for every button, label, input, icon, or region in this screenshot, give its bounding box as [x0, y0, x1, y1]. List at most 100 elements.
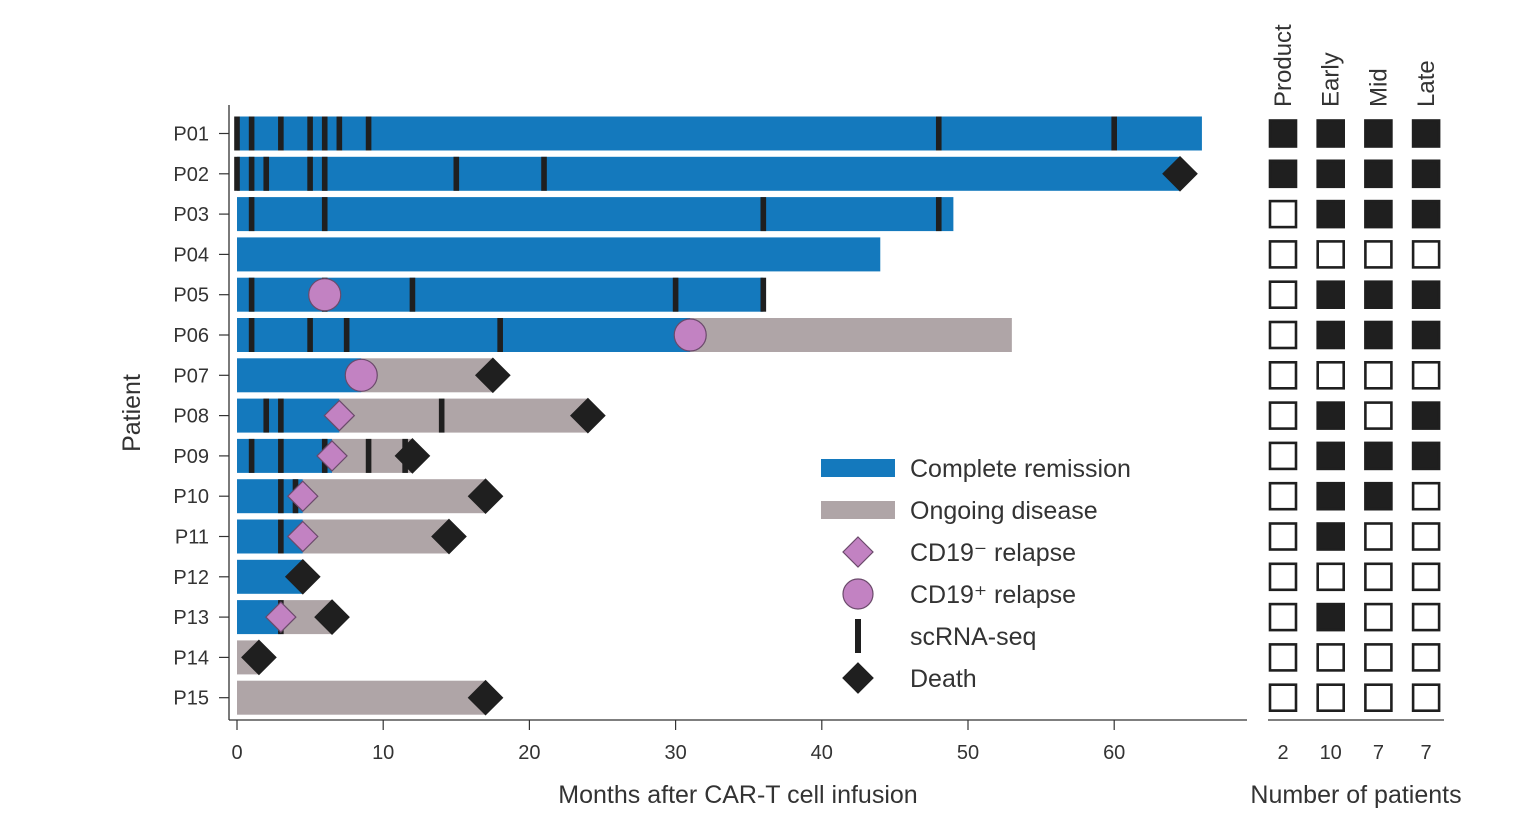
y-tick-label: P14	[173, 647, 209, 669]
scrnaseq-marker	[336, 116, 343, 151]
sample-cell	[1411, 280, 1441, 310]
sample-cell	[1364, 441, 1393, 471]
sample-cell	[1411, 199, 1441, 229]
sample-cell	[1364, 602, 1393, 632]
sample-cell	[1364, 240, 1393, 269]
patient-row-P15	[237, 679, 504, 716]
sample-cell	[1268, 360, 1298, 390]
x-axis-title: Months after CAR-T cell infusion	[558, 781, 917, 809]
sample-cell	[1268, 481, 1298, 511]
sample-cell	[1411, 441, 1441, 471]
patient-row-P06	[237, 318, 1012, 352]
ongoing-disease-bar	[339, 398, 588, 433]
scrnaseq-marker	[278, 438, 284, 473]
legend-item-cd19-neg-relapse: CD19⁻ relapse	[842, 536, 1076, 568]
sample-cell	[1364, 562, 1393, 592]
scrnaseq-marker	[343, 318, 350, 352]
legend-swatch	[842, 578, 874, 610]
death-marker	[467, 478, 504, 515]
sample-cell	[1411, 320, 1441, 350]
patient-row-P10	[237, 478, 504, 515]
patient-row-P13	[237, 599, 350, 635]
sample-column-label: Mid	[1365, 68, 1392, 107]
sample-cell	[1316, 683, 1345, 713]
sample-cell	[1364, 683, 1393, 713]
bars-layer	[234, 116, 1202, 716]
patient-row-P09	[237, 438, 431, 474]
scrnaseq-marker	[365, 116, 372, 151]
legend-swatch	[842, 662, 874, 694]
patient-row-P03	[237, 197, 954, 232]
sample-cell	[1268, 401, 1298, 430]
patient-row-P05	[237, 277, 767, 312]
x-tick-label: 50	[957, 742, 979, 764]
y-tick-label: P08	[173, 406, 209, 428]
y-tick-label: P15	[173, 688, 209, 710]
scrnaseq-marker	[935, 197, 942, 232]
sample-cell	[1268, 280, 1298, 310]
legend-label: Ongoing disease	[910, 497, 1098, 525]
legend-swatch	[821, 501, 895, 519]
y-tick-label: P02	[173, 164, 209, 186]
death-marker	[1162, 155, 1198, 192]
x-tick-label: 20	[518, 742, 540, 764]
y-tick-label: P05	[173, 285, 209, 307]
y-tick-label: P12	[173, 567, 209, 589]
sample-cell	[1268, 159, 1298, 189]
x-tick-label: 30	[664, 742, 686, 764]
ongoing-disease-bar	[302, 479, 486, 514]
ongoing-disease-bar	[302, 519, 449, 554]
sample-cell	[1411, 360, 1441, 390]
sample-cell	[1364, 199, 1393, 229]
sample-cell	[1268, 441, 1298, 471]
scrnaseq-marker	[248, 277, 255, 312]
sample-cell	[1364, 643, 1393, 672]
sample-grid: Product 2 Early 10 Mid 7 Late 7	[1268, 24, 1441, 764]
legend-item-death: Death	[842, 662, 977, 694]
complete-remission-bar	[237, 156, 1180, 191]
y-tick-label: P11	[175, 527, 209, 549]
scrnaseq-marker	[248, 156, 255, 191]
complete-remission-bar	[237, 197, 954, 232]
sample-cell	[1364, 360, 1393, 390]
death-marker	[394, 438, 431, 474]
legend-label: CD19⁻ relapse	[910, 539, 1076, 567]
sample-cell	[1316, 401, 1345, 430]
patient-row-P11	[237, 518, 467, 555]
legend-item-scrnaseq: scRNA-seq	[855, 619, 1036, 653]
scrnaseq-marker	[453, 156, 460, 191]
y-tick-label: P10	[173, 486, 209, 508]
sample-cell	[1268, 522, 1298, 551]
sample-cell	[1411, 562, 1441, 592]
legend-label: scRNA-seq	[910, 623, 1036, 651]
patient-row-P04	[237, 237, 881, 272]
scrnaseq-marker	[248, 438, 255, 473]
y-tick-label: P07	[173, 365, 209, 387]
scrnaseq-marker	[497, 318, 503, 352]
x-tick-label: 60	[1103, 742, 1125, 764]
sample-cell	[1411, 119, 1441, 148]
death-marker	[284, 558, 321, 595]
cd19-neg-relapse-marker	[265, 601, 297, 633]
scrnaseq-marker	[278, 519, 284, 554]
sample-cell	[1268, 320, 1298, 350]
sample-cell	[1364, 481, 1393, 511]
sample-cell	[1411, 159, 1441, 189]
sample-cell	[1268, 240, 1298, 269]
cd19-neg-relapse-marker	[316, 440, 348, 472]
patient-row-P12	[237, 558, 321, 595]
sample-cell	[1411, 240, 1441, 269]
sample-cell	[1316, 441, 1345, 471]
sample-cell	[1316, 360, 1345, 390]
death-marker	[241, 639, 277, 676]
death-marker	[467, 679, 504, 716]
legend-swatch	[842, 536, 874, 568]
sample-cell	[1364, 401, 1393, 430]
legend-swatch	[821, 459, 895, 477]
death-marker	[570, 397, 606, 434]
ongoing-disease-bar	[237, 680, 486, 715]
sample-cell	[1316, 280, 1345, 310]
sample-cell	[1268, 602, 1298, 632]
sample-count-label: 7	[1421, 742, 1432, 764]
sample-count-label: 7	[1373, 742, 1384, 764]
